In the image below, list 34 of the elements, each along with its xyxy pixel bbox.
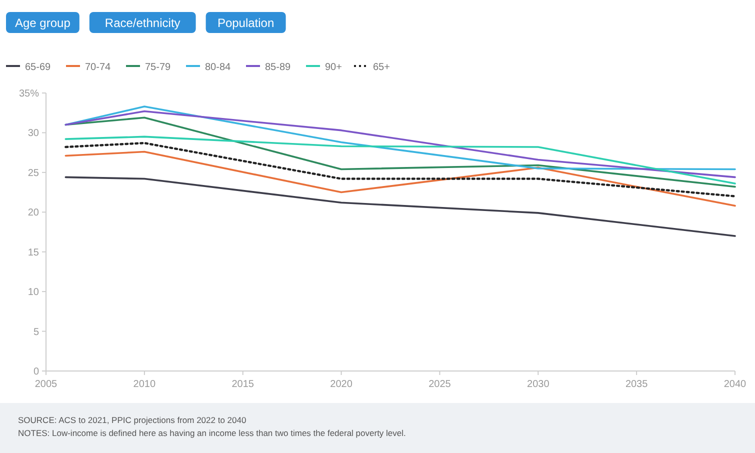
legend-label: 75-79: [145, 62, 172, 73]
x-tick-label: 2040: [724, 379, 747, 390]
line-series: [64, 150, 736, 207]
line-series: [64, 106, 736, 170]
y-tick-label: 35%: [18, 88, 40, 100]
legend-label: 90+: [325, 62, 342, 73]
line-series: [64, 136, 736, 184]
legend-label: 85-89: [265, 62, 292, 73]
line-series: [64, 110, 736, 178]
legend-label: 65+: [373, 62, 390, 73]
line-series: [64, 176, 736, 237]
legend-label: 80-84: [205, 62, 232, 73]
legend-label: 70-74: [85, 62, 112, 73]
x-tick-label: 2030: [527, 379, 550, 390]
y-tick-label: 20: [28, 208, 40, 219]
x-tick-label: 2005: [34, 379, 58, 390]
text: NOTES: Low-income is defined here as having an income less than two times the federal poverty level.: [18, 428, 406, 438]
legend-label: 65-69: [25, 62, 52, 73]
y-tick-label: 25: [28, 168, 40, 179]
tab-button: Race/ethnicity: [89, 12, 196, 33]
tab-button: Age group: [6, 12, 80, 33]
y-tick-label: 30: [28, 128, 40, 140]
x-tick-label: 2025: [428, 379, 452, 390]
y-tick-label: 0: [33, 366, 40, 378]
tab-button: Population: [206, 12, 286, 33]
source-note: SOURCE: ACS to 2021, PPIC projections from 2022 to 2040: [18, 415, 246, 425]
x-tick-label: 2035: [625, 379, 648, 390]
x-tick-label: 2015: [232, 379, 254, 390]
x-tick-label: 2010: [133, 379, 156, 390]
y-tick-label: 5: [33, 326, 40, 338]
y-tick-label: 10: [28, 287, 40, 298]
x-tick-label: 2020: [330, 379, 353, 390]
line-series: [64, 142, 736, 198]
y-tick-label: 15: [28, 247, 40, 258]
